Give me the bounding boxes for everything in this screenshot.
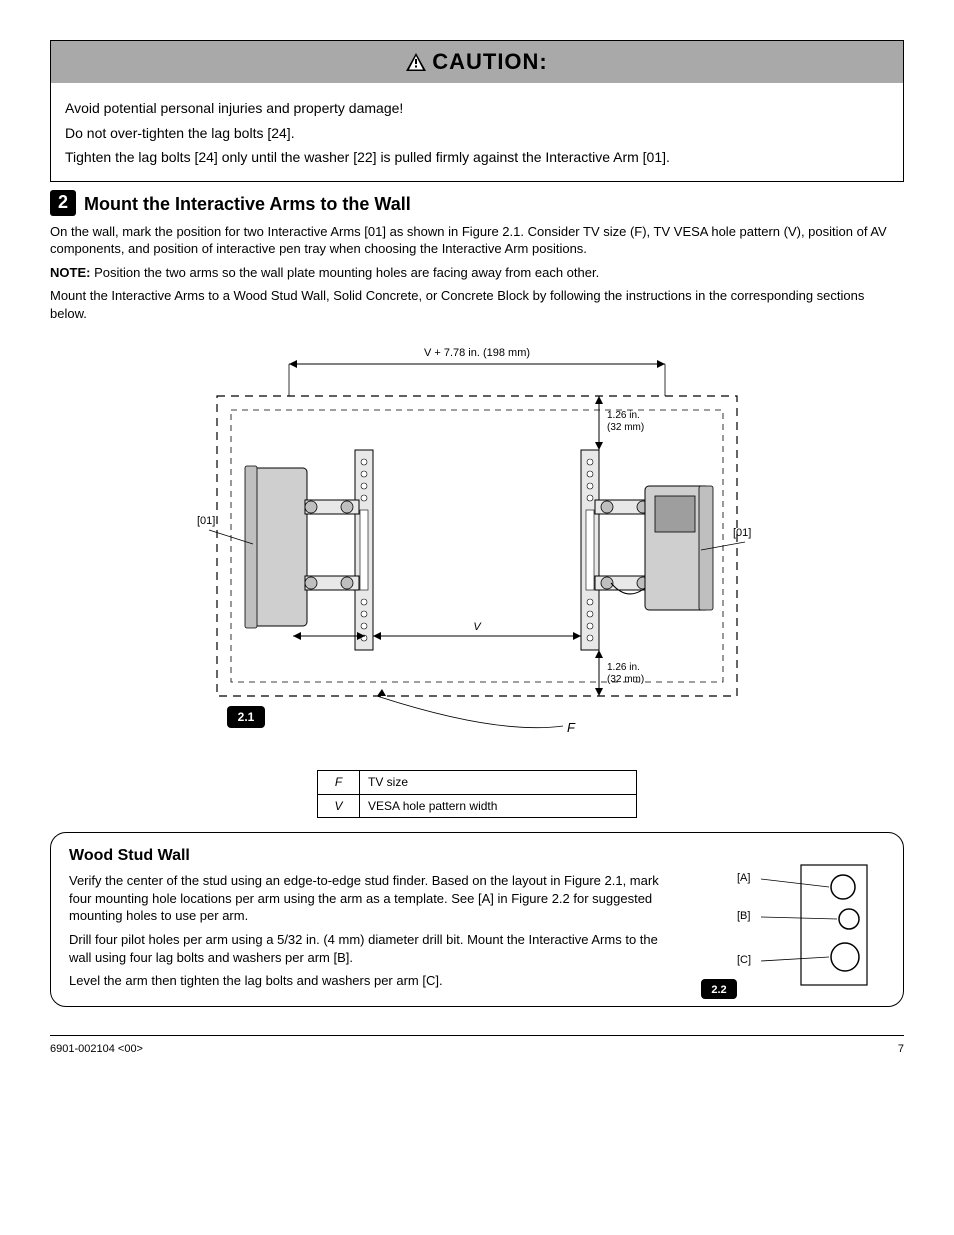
caution-line-1: Avoid potential personal injuries and pr…: [65, 99, 889, 118]
figure-2-2: [A] [B] [C] 2.2: [701, 861, 881, 1006]
caution-body: Avoid potential personal injuries and pr…: [51, 83, 903, 182]
step-title: Mount the Interactive Arms to the Wall: [84, 192, 411, 216]
dim-right-bot-a: 1.26 in.: [607, 662, 640, 673]
caution-header: CAUTION:: [51, 41, 903, 83]
footer-right: 7: [898, 1042, 904, 1057]
wood-callout-A: [A]: [737, 872, 750, 884]
table-row: V VESA hole pattern width: [318, 794, 637, 817]
dim-V-text: V: [473, 621, 482, 633]
wood-stud-section: Wood Stud Wall Verify the center of the …: [50, 832, 904, 1007]
wood-callout-C: [C]: [737, 954, 751, 966]
step-note: NOTE: Position the two arms so the wall …: [50, 264, 904, 282]
note-label: NOTE:: [50, 265, 90, 280]
footer-left: 6901-002104 <00>: [50, 1042, 143, 1057]
legend-key-V: V: [318, 794, 360, 817]
wood-p3: Level the arm then tighten the lag bolts…: [69, 972, 669, 990]
label-F: F: [567, 720, 576, 735]
legend-table: F TV size V VESA hole pattern width: [317, 770, 637, 817]
callout-left-01: [01]: [197, 515, 215, 527]
figure-2-1: V + 7.78 in. (198 mm) F: [197, 340, 757, 817]
dim-top-text: V + 7.78 in. (198 mm): [424, 347, 530, 359]
fig-2-1-label: 2.1: [238, 710, 255, 724]
callout-right-01: [01]: [733, 527, 751, 539]
fig-2-2-label: 2.2: [711, 984, 726, 996]
table-row: F TV size: [318, 771, 637, 794]
legend-val-F: TV size: [360, 771, 637, 794]
caution-line-3: Tighten the lag bolts [24] only until th…: [65, 148, 889, 167]
wood-p2: Drill four pilot holes per arm using a 5…: [69, 931, 669, 966]
note-text: Position the two arms so the wall plate …: [94, 265, 599, 280]
caution-label: CAUTION:: [432, 49, 548, 74]
dim-right-bot-b: (32 mm): [607, 674, 644, 685]
caution-box: CAUTION: Avoid potential personal injuri…: [50, 40, 904, 182]
wood-p1: Verify the center of the stud using an e…: [69, 872, 669, 925]
dim-right-top-b: (32 mm): [607, 422, 644, 433]
wood-callout-B: [B]: [737, 910, 750, 922]
caution-line-2: Do not over-tighten the lag bolts [24].: [65, 124, 889, 143]
step-paragraph-2: Mount the Interactive Arms to a Wood Stu…: [50, 287, 904, 322]
step-number-badge: 2: [50, 190, 76, 216]
legend-val-V: VESA hole pattern width: [360, 794, 637, 817]
legend-key-F: F: [318, 771, 360, 794]
step-heading: 2 Mount the Interactive Arms to the Wall: [50, 190, 904, 216]
page-footer: 6901-002104 <00> 7: [50, 1035, 904, 1057]
step-paragraph-1: On the wall, mark the position for two I…: [50, 223, 904, 258]
warning-icon: [406, 53, 426, 71]
dim-right-top-a: 1.26 in.: [607, 410, 640, 421]
